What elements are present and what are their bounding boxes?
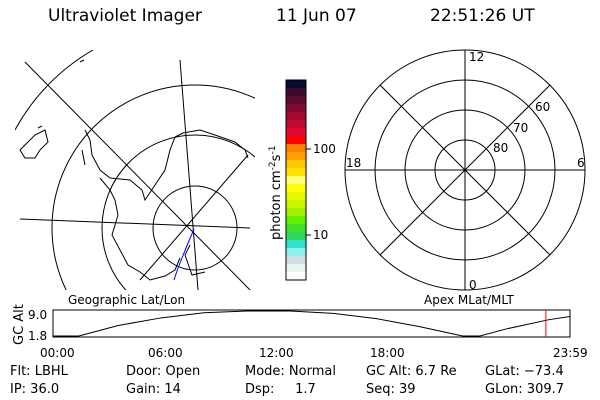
- door-value: Door: Open: [126, 364, 201, 379]
- y-tick-label: 1.8: [28, 329, 47, 343]
- altitude-line: [53, 310, 571, 337]
- colorbar-swatch: [286, 184, 306, 193]
- lon-line: [19, 218, 251, 229]
- mode-value: Mode: Normal: [245, 364, 336, 379]
- seq-value: Seq: 39: [366, 382, 416, 397]
- colorbar-swatch: [286, 144, 306, 153]
- colorbar-swatch: [286, 160, 306, 169]
- colorbar-swatch: [286, 88, 306, 97]
- colorbar-swatch: [286, 136, 306, 145]
- geographic-label: Geographic Lat/Lon: [68, 293, 185, 307]
- colorbar-swatch: [286, 224, 306, 233]
- instrument-title: Ultraviolet Imager: [48, 6, 202, 26]
- colorbar-swatch: [286, 248, 306, 257]
- altitude-chart-frame: [52, 309, 571, 338]
- mlt-label-0: 0: [469, 278, 477, 292]
- colorbar-swatch: [286, 200, 306, 209]
- gc-alt-value: GC Alt: 6.7 Re: [366, 364, 457, 379]
- apex-polar-grid: [344, 49, 586, 291]
- mlt-line: [379, 84, 551, 256]
- colorbar-swatch: [286, 152, 306, 161]
- gain-value: Gain: 14: [126, 382, 181, 397]
- mlat-label-60: 60: [535, 100, 550, 114]
- x-tick-label: 18:00: [370, 346, 405, 360]
- colorbar-swatch: [286, 264, 306, 273]
- colorbar-tick-label: 100: [313, 142, 336, 156]
- ip-value: IP: 36.0: [10, 382, 60, 397]
- colorbar-frame: [285, 79, 307, 281]
- geographic-map: [15, 50, 255, 290]
- altitude-chart: [53, 310, 571, 337]
- lat-circle: [101, 134, 255, 290]
- colorbar-swatch: [286, 272, 306, 281]
- colorbar-swatch: [286, 168, 306, 177]
- y-axis-label: GC Alt: [12, 304, 27, 345]
- colorbar-swatch: [286, 240, 306, 249]
- mlt-label-18: 18: [346, 156, 361, 170]
- colorbar-swatch: [286, 216, 306, 225]
- colorbar-swatch: [286, 112, 306, 121]
- x-tick-label: 23:59: [553, 346, 588, 360]
- mlat-label-80: 80: [493, 141, 508, 155]
- x-tick-label: 12:00: [259, 346, 294, 360]
- colorbar-label: photon cm-2s-1: [268, 146, 284, 240]
- colorbar-swatch: [286, 120, 306, 129]
- colorbar-swatch: [286, 192, 306, 201]
- lat-circle: [15, 50, 94, 131]
- lat-circle: [51, 84, 255, 290]
- colorbar-tick-label: 10: [313, 228, 328, 242]
- mlat-label-70: 70: [513, 121, 528, 135]
- dsp-value: Dsp: 1.7: [245, 382, 316, 397]
- x-tick-label: 06:00: [148, 346, 183, 360]
- colorbar-swatch: [286, 176, 306, 185]
- colorbar-swatch: [286, 80, 306, 89]
- filter-value: Flt: LBHL: [10, 364, 68, 379]
- satellite-track: [173, 228, 195, 281]
- x-tick-label: 00:00: [40, 346, 75, 360]
- colorbar-swatch: [286, 232, 306, 241]
- colorbar-swatch: [286, 256, 306, 265]
- lon-line: [179, 59, 199, 290]
- glat-value: GLat: −73.4: [485, 364, 564, 379]
- apex-label: Apex MLat/MLT: [424, 293, 514, 307]
- date: 11 Jun 07: [276, 6, 357, 26]
- colorbar-swatch: [286, 128, 306, 137]
- lat-circle: [152, 185, 238, 271]
- colorbar-swatch: [286, 96, 306, 105]
- lon-line: [24, 61, 251, 290]
- colorbar-swatch: [286, 104, 306, 113]
- lon-line: [139, 154, 249, 281]
- glon-value: GLon: 309.7: [485, 382, 565, 397]
- mlt-label-6: 6: [577, 156, 585, 170]
- y-tick-label: 9.0: [28, 308, 47, 322]
- colorbar-swatch: [286, 208, 306, 217]
- colorbar: [286, 80, 306, 281]
- coastline: [19, 59, 249, 281]
- time: 22:51:26 UT: [430, 6, 535, 26]
- mlt-label-12: 12: [469, 50, 484, 64]
